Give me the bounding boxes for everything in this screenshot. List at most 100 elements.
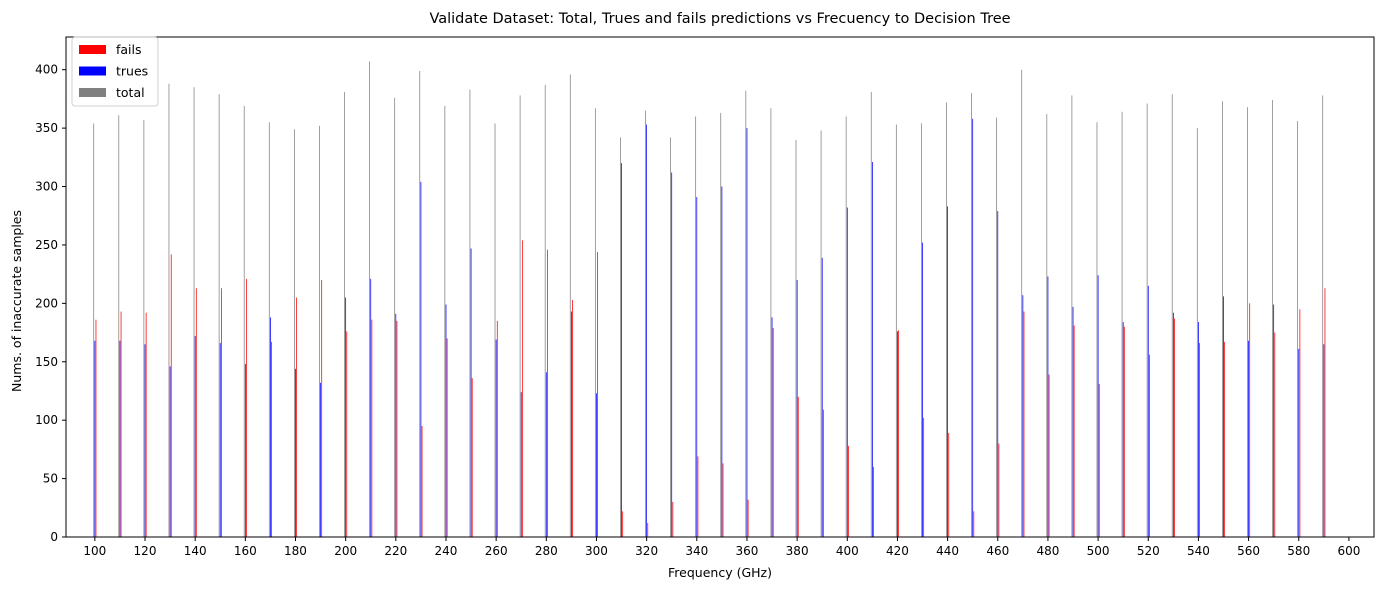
bar-trues-220 <box>395 313 397 537</box>
y-tick-label: 150 <box>35 355 58 369</box>
bar-trues-400 <box>846 207 848 537</box>
bar-trues-500 <box>1097 275 1099 537</box>
bar-trues-290 <box>571 311 572 537</box>
bar-trues-540 <box>1198 322 1199 537</box>
x-tick-label: 420 <box>886 544 909 558</box>
x-tick-label: 260 <box>485 544 508 558</box>
bar-total-310 <box>620 137 621 537</box>
x-tick-label: 480 <box>1036 544 1059 558</box>
bar-trues-250 <box>470 248 472 537</box>
bar-trues-300 <box>596 393 597 537</box>
bar-total-410 <box>870 91 872 537</box>
bar-fails-400 <box>848 445 849 537</box>
x-tick-label: 380 <box>786 544 809 558</box>
bar-trues-120 <box>144 344 146 537</box>
bar-fails-470 <box>1023 311 1025 537</box>
bar-total-160 <box>243 105 245 538</box>
bar-total-210 <box>369 61 370 537</box>
bar-total-480 <box>1046 114 1048 537</box>
bar-fails-210 <box>371 319 373 537</box>
x-tick-label: 100 <box>83 544 106 558</box>
bar-total-290 <box>569 74 571 537</box>
bar-fails-340 <box>697 456 699 537</box>
legend-swatch-trues <box>79 66 106 76</box>
legend-swatch-total <box>79 88 106 97</box>
bar-fails-220 <box>396 320 398 537</box>
legend-swatch-fails <box>79 45 106 54</box>
x-tick-label: 560 <box>1237 544 1260 558</box>
bar-total-120 <box>143 119 145 537</box>
bar-fails-300 <box>597 251 598 537</box>
bar-fails-100 <box>95 319 97 537</box>
bar-total-550 <box>1222 101 1223 537</box>
bar-trues-270 <box>520 392 522 537</box>
x-tick-label: 340 <box>685 544 708 558</box>
x-tick-label: 360 <box>736 544 759 558</box>
x-tick-label: 400 <box>836 544 859 558</box>
bar-total-260 <box>494 123 496 537</box>
bar-trues-260 <box>495 339 497 537</box>
x-tick-label: 320 <box>635 544 658 558</box>
bar-fails-540 <box>1199 343 1200 537</box>
bar-trues-140 <box>194 336 196 537</box>
bar-total-270 <box>519 95 521 537</box>
x-tick-label: 160 <box>234 544 257 558</box>
bar-total-370 <box>770 108 772 537</box>
bar-trues-560 <box>1248 340 1249 537</box>
bar-trues-110 <box>119 340 121 537</box>
bar-fails-150 <box>221 288 222 537</box>
bar-fails-450 <box>973 511 975 537</box>
bar-fails-390 <box>822 409 824 537</box>
bar-total-590 <box>1322 95 1324 537</box>
bar-fails-380 <box>797 396 799 537</box>
bar-trues-480 <box>1047 276 1049 537</box>
bar-trues-280 <box>545 372 547 537</box>
bar-trues-510 <box>1122 322 1124 537</box>
bar-total-420 <box>895 124 897 538</box>
x-tick-label: 140 <box>184 544 207 558</box>
y-tick-label: 350 <box>35 121 58 135</box>
bar-trues-390 <box>821 257 823 537</box>
bar-total-320 <box>645 110 646 537</box>
x-tick-label: 120 <box>134 544 157 558</box>
bar-trues-210 <box>370 278 372 537</box>
bar-fails-350 <box>722 463 724 537</box>
bar-trues-320 <box>646 124 648 538</box>
bar-fails-270 <box>521 240 523 537</box>
bar-trues-330 <box>671 172 673 537</box>
bar-total-490 <box>1071 95 1073 537</box>
bar-fails-190 <box>321 279 323 537</box>
bar-fails-460 <box>998 443 1000 537</box>
bar-total-390 <box>820 130 822 537</box>
bar-fails-570 <box>1274 332 1276 537</box>
bar-total-230 <box>419 70 421 537</box>
bar-trues-520 <box>1147 285 1149 537</box>
x-tick-label: 280 <box>535 544 558 558</box>
bar-trues-530 <box>1172 312 1174 537</box>
bar-fails-560 <box>1249 303 1251 537</box>
bar-total-400 <box>845 116 847 537</box>
bar-fails-330 <box>672 501 674 537</box>
bar-total-100 <box>93 123 95 537</box>
bar-total-430 <box>921 123 922 537</box>
bar-trues-460 <box>997 211 999 537</box>
bar-total-200 <box>344 91 345 537</box>
bar-trues-150 <box>219 343 221 537</box>
bar-total-330 <box>670 137 671 537</box>
bar-total-250 <box>469 89 471 537</box>
bar-fails-130 <box>170 254 172 538</box>
bar-fails-260 <box>496 320 498 537</box>
bar-fails-520 <box>1149 354 1150 537</box>
chart-title: Validate Dataset: Total, Trues and fails… <box>429 11 1010 27</box>
bar-total-560 <box>1247 107 1248 537</box>
legend-label-total: total <box>116 85 145 100</box>
bar-trues-430 <box>922 242 923 538</box>
bar-total-440 <box>946 102 947 538</box>
legend: fails trues total <box>71 36 159 107</box>
bar-fails-420 <box>898 330 899 537</box>
x-tick-label: 440 <box>936 544 959 558</box>
x-tick-label: 460 <box>986 544 1009 558</box>
bar-fails-370 <box>772 327 774 537</box>
bar-total-180 <box>293 129 295 538</box>
bar-total-510 <box>1121 111 1123 538</box>
